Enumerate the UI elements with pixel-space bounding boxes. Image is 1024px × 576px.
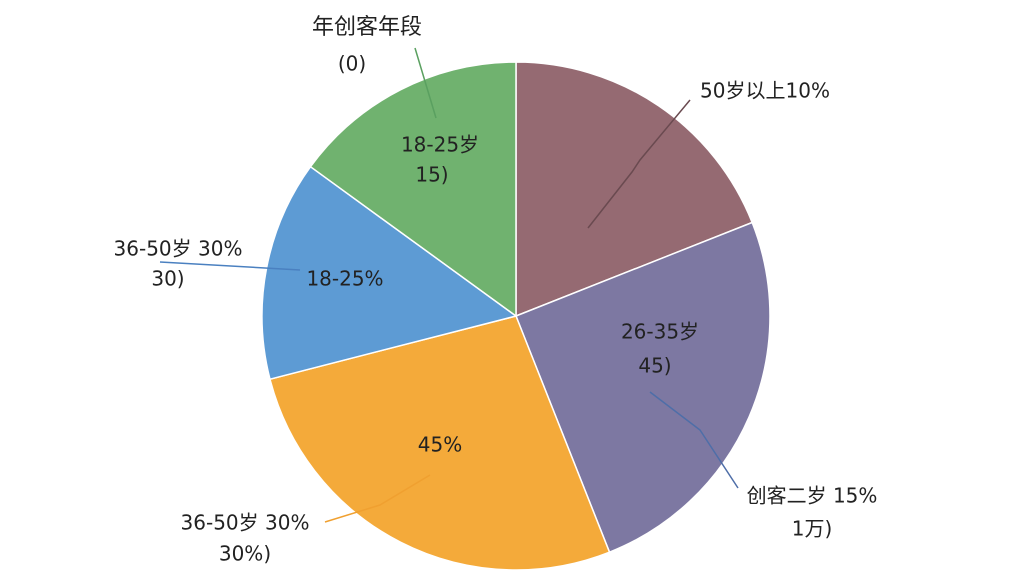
annotation: 45% bbox=[418, 433, 462, 457]
annotation: 30%) bbox=[219, 542, 271, 566]
annotation: 45) bbox=[638, 354, 671, 378]
pie-slice bbox=[515, 61, 754, 318]
leader-line bbox=[587, 99, 691, 229]
annotation: 创客二岁 15% bbox=[747, 484, 878, 508]
annotation: 15) bbox=[415, 163, 448, 187]
annotation: 36-50岁 30% bbox=[114, 237, 243, 261]
annotation: 18-25% bbox=[306, 267, 383, 291]
annotation: (0) bbox=[338, 52, 366, 76]
leader-line bbox=[324, 474, 431, 523]
leader-line bbox=[649, 391, 739, 489]
annotation: 26-35岁 bbox=[621, 320, 699, 344]
annotation: 1万) bbox=[792, 517, 833, 541]
annotation: 36-50岁 30% bbox=[181, 511, 310, 535]
leader-line bbox=[414, 47, 437, 119]
leader-line bbox=[159, 261, 301, 271]
pie-slice bbox=[309, 61, 517, 318]
annotation: 30) bbox=[151, 267, 184, 291]
annotation: 50岁以上10% bbox=[700, 79, 830, 103]
pie-slice bbox=[515, 221, 771, 554]
annotation: 年创客年段 bbox=[312, 15, 422, 40]
pie-slice bbox=[269, 315, 611, 571]
annotation: 18-25岁 bbox=[401, 133, 479, 157]
